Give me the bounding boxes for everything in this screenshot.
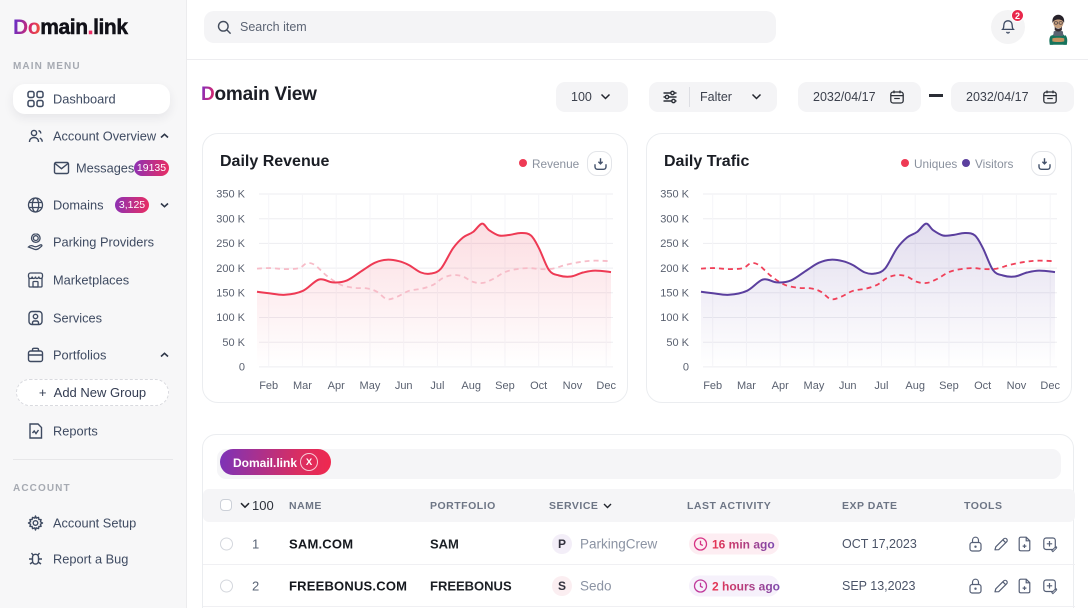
svg-text:May: May [804,380,825,392]
svg-text:0: 0 [239,362,245,374]
svg-text:Dec: Dec [1040,380,1060,392]
svg-text:Oct: Oct [974,380,991,392]
svg-text:Jun: Jun [395,380,413,392]
svg-text:200 K: 200 K [216,263,245,275]
svg-text:Mar: Mar [737,380,756,392]
svg-text:250 K: 250 K [660,238,689,250]
svg-text:Dec: Dec [596,380,616,392]
svg-text:Apr: Apr [772,380,789,392]
svg-text:50 K: 50 K [666,337,689,349]
svg-text:50 K: 50 K [222,337,245,349]
svg-text:Nov: Nov [563,380,583,392]
svg-text:Apr: Apr [328,380,345,392]
svg-text:200 K: 200 K [660,263,689,275]
svg-text:Feb: Feb [259,380,278,392]
svg-text:300 K: 300 K [660,213,689,225]
svg-text:300 K: 300 K [216,213,245,225]
svg-text:Mar: Mar [293,380,312,392]
svg-text:350 K: 350 K [216,189,245,201]
svg-text:Aug: Aug [461,380,481,392]
svg-text:Jul: Jul [874,380,888,392]
svg-text:150 K: 150 K [660,288,689,300]
svg-text:350 K: 350 K [660,189,689,201]
svg-text:250 K: 250 K [216,238,245,250]
svg-text:150 K: 150 K [216,288,245,300]
svg-text:Nov: Nov [1007,380,1027,392]
svg-text:Sep: Sep [939,380,959,392]
svg-text:Feb: Feb [703,380,722,392]
svg-text:100 K: 100 K [660,312,689,324]
svg-text:Jun: Jun [839,380,857,392]
svg-text:Aug: Aug [905,380,925,392]
svg-text:Sep: Sep [495,380,515,392]
svg-text:0: 0 [683,362,689,374]
svg-text:May: May [360,380,381,392]
svg-text:Jul: Jul [430,380,444,392]
svg-text:100 K: 100 K [216,312,245,324]
svg-text:Oct: Oct [530,380,547,392]
